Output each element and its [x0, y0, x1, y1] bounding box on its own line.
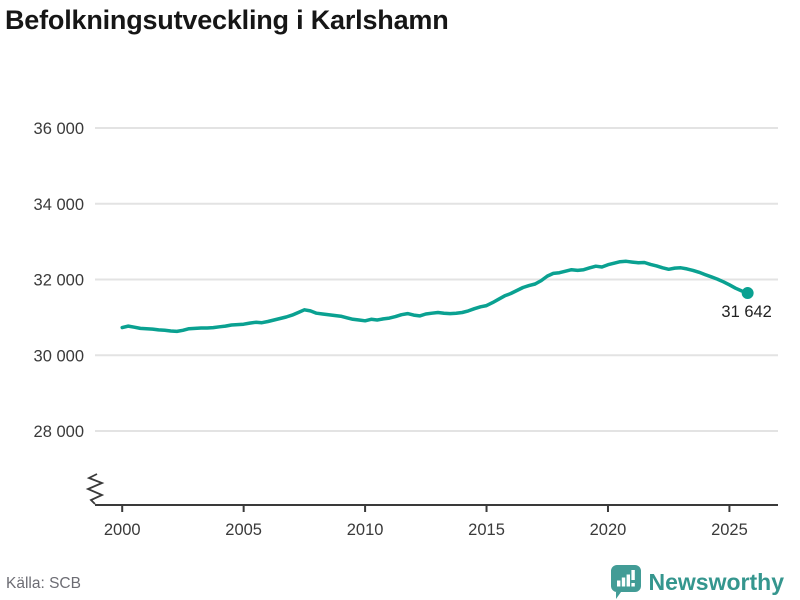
y-tick-label: 34 000 — [34, 196, 84, 214]
last-point-marker — [741, 287, 754, 300]
x-tick-label: 2025 — [711, 521, 748, 539]
x-tick-label: 2005 — [225, 521, 262, 539]
newsworthy-logo-text: Newsworthy — [648, 568, 784, 595]
page-title: Befolkningsutveckling i Karlshamn — [5, 5, 449, 35]
y-tick-label: 28 000 — [34, 423, 84, 441]
newsworthy-bar-chart-bubble-icon — [610, 565, 641, 599]
x-tick-label: 2015 — [468, 521, 505, 539]
x-tick-label: 2010 — [347, 521, 384, 539]
y-tick-label: 30 000 — [34, 347, 84, 365]
newsworthy-logo: Newsworthy — [610, 564, 784, 600]
source-note: Källa: SCB — [6, 575, 81, 592]
last-point-label: 31 642 — [721, 303, 771, 321]
x-tick-label: 2000 — [104, 521, 141, 539]
axis-break-icon — [85, 473, 105, 505]
population-line — [120, 259, 750, 334]
x-tick-label: 2020 — [590, 521, 627, 539]
y-tick-label: 32 000 — [34, 272, 84, 290]
y-tick-label: 36 000 — [34, 120, 84, 138]
